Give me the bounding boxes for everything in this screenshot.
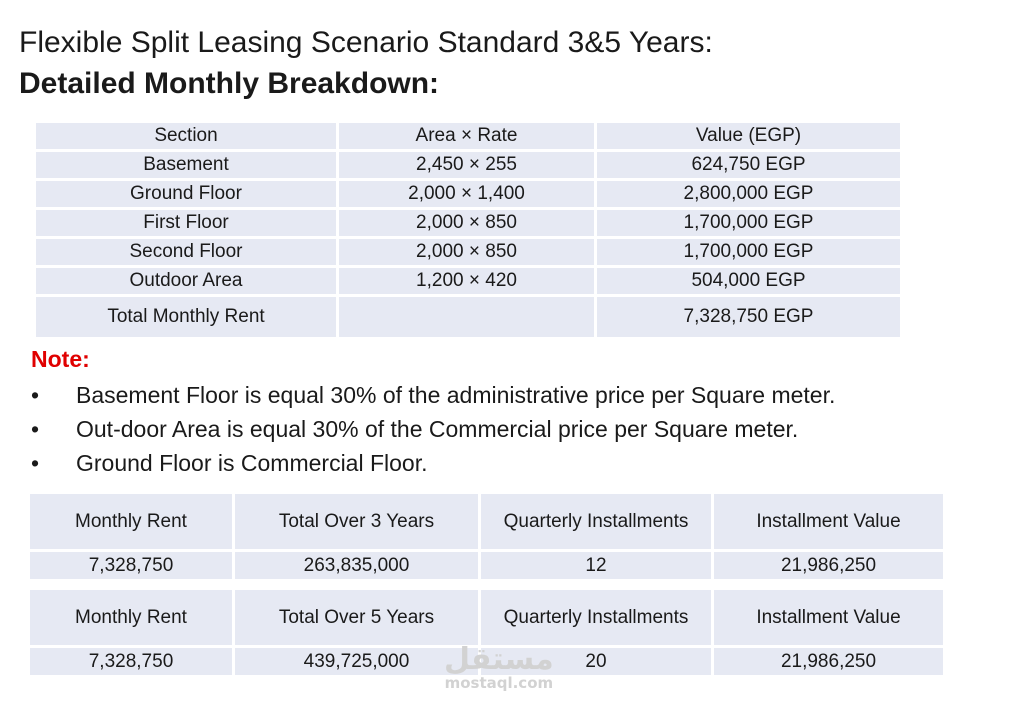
header-cell: Quarterly Installments	[481, 494, 711, 549]
value-cell: 12	[481, 552, 711, 579]
total-value-cell: 7,328,750 EGP	[597, 297, 900, 337]
section-cell: Ground Floor	[36, 181, 336, 207]
page-title-line2: Detailed Monthly Breakdown:	[19, 67, 440, 100]
section-cell: Second Floor	[36, 239, 336, 265]
value-cell: 439,725,000	[235, 648, 478, 675]
total-label-cell: Total Monthly Rent	[36, 297, 336, 337]
header-cell: Value (EGP)	[597, 123, 900, 149]
value-cell: 263,835,000	[235, 552, 478, 579]
note-text: Ground Floor is Commercial Floor.	[76, 450, 428, 476]
header-cell: Monthly Rent	[30, 590, 232, 645]
table-row: First Floor 2,000 × 850 1,700,000 EGP	[36, 210, 900, 236]
note-item: • Out-door Area is equal 30% of the Comm…	[31, 412, 835, 446]
page-title-line1: Flexible Split Leasing Scenario Standard…	[19, 26, 713, 59]
value-cell: 624,750 EGP	[597, 152, 900, 178]
note-text: Basement Floor is equal 30% of the admin…	[76, 382, 836, 408]
total-empty-cell	[339, 297, 594, 337]
value-cell: 7,328,750	[30, 648, 232, 675]
area-rate-cell: 2,450 × 255	[339, 152, 594, 178]
header-cell: Monthly Rent	[30, 494, 232, 549]
value-cell: 21,986,250	[714, 648, 943, 675]
section-cell: Outdoor Area	[36, 268, 336, 294]
header-cell: Installment Value	[714, 494, 943, 549]
monthly-breakdown-table: Section Area × Rate Value (EGP) Basement…	[33, 120, 903, 340]
table-header-row: Monthly Rent Total Over 3 Years Quarterl…	[30, 494, 943, 549]
value-cell: 2,800,000 EGP	[597, 181, 900, 207]
header-cell: Area × Rate	[339, 123, 594, 149]
section-cell: Basement	[36, 152, 336, 178]
table-row: Ground Floor 2,000 × 1,400 2,800,000 EGP	[36, 181, 900, 207]
table-row: Outdoor Area 1,200 × 420 504,000 EGP	[36, 268, 900, 294]
note-item: • Basement Floor is equal 30% of the adm…	[31, 378, 835, 412]
table-header-row: Section Area × Rate Value (EGP)	[36, 123, 900, 149]
bullet-icon: •	[31, 416, 40, 442]
installments-5-years-table: Monthly Rent Total Over 5 Years Quarterl…	[27, 587, 946, 678]
table-row: 7,328,750 263,835,000 12 21,986,250	[30, 552, 943, 579]
value-cell: 504,000 EGP	[597, 268, 900, 294]
header-cell: Section	[36, 123, 336, 149]
bullet-icon: •	[31, 450, 40, 476]
value-cell: 7,328,750	[30, 552, 232, 579]
area-rate-cell: 1,200 × 420	[339, 268, 594, 294]
table-header-row: Monthly Rent Total Over 5 Years Quarterl…	[30, 590, 943, 645]
note-text: Out-door Area is equal 30% of the Commer…	[76, 416, 799, 442]
header-cell: Total Over 3 Years	[235, 494, 478, 549]
installments-3-years-table: Monthly Rent Total Over 3 Years Quarterl…	[27, 491, 946, 582]
value-cell: 1,700,000 EGP	[597, 239, 900, 265]
note-title: Note:	[31, 346, 90, 372]
area-rate-cell: 2,000 × 850	[339, 210, 594, 236]
header-cell: Total Over 5 Years	[235, 590, 478, 645]
table-row: 7,328,750 439,725,000 20 21,986,250	[30, 648, 943, 675]
note-item: • Ground Floor is Commercial Floor.	[31, 446, 835, 480]
value-cell: 21,986,250	[714, 552, 943, 579]
area-rate-cell: 2,000 × 850	[339, 239, 594, 265]
bullet-icon: •	[31, 382, 40, 408]
header-cell: Installment Value	[714, 590, 943, 645]
table-row: Basement 2,450 × 255 624,750 EGP	[36, 152, 900, 178]
header-cell: Quarterly Installments	[481, 590, 711, 645]
section-cell: First Floor	[36, 210, 336, 236]
value-cell: 20	[481, 648, 711, 675]
area-rate-cell: 2,000 × 1,400	[339, 181, 594, 207]
total-row: Total Monthly Rent 7,328,750 EGP	[36, 297, 900, 337]
value-cell: 1,700,000 EGP	[597, 210, 900, 236]
note-list: • Basement Floor is equal 30% of the adm…	[31, 378, 835, 480]
table-row: Second Floor 2,000 × 850 1,700,000 EGP	[36, 239, 900, 265]
